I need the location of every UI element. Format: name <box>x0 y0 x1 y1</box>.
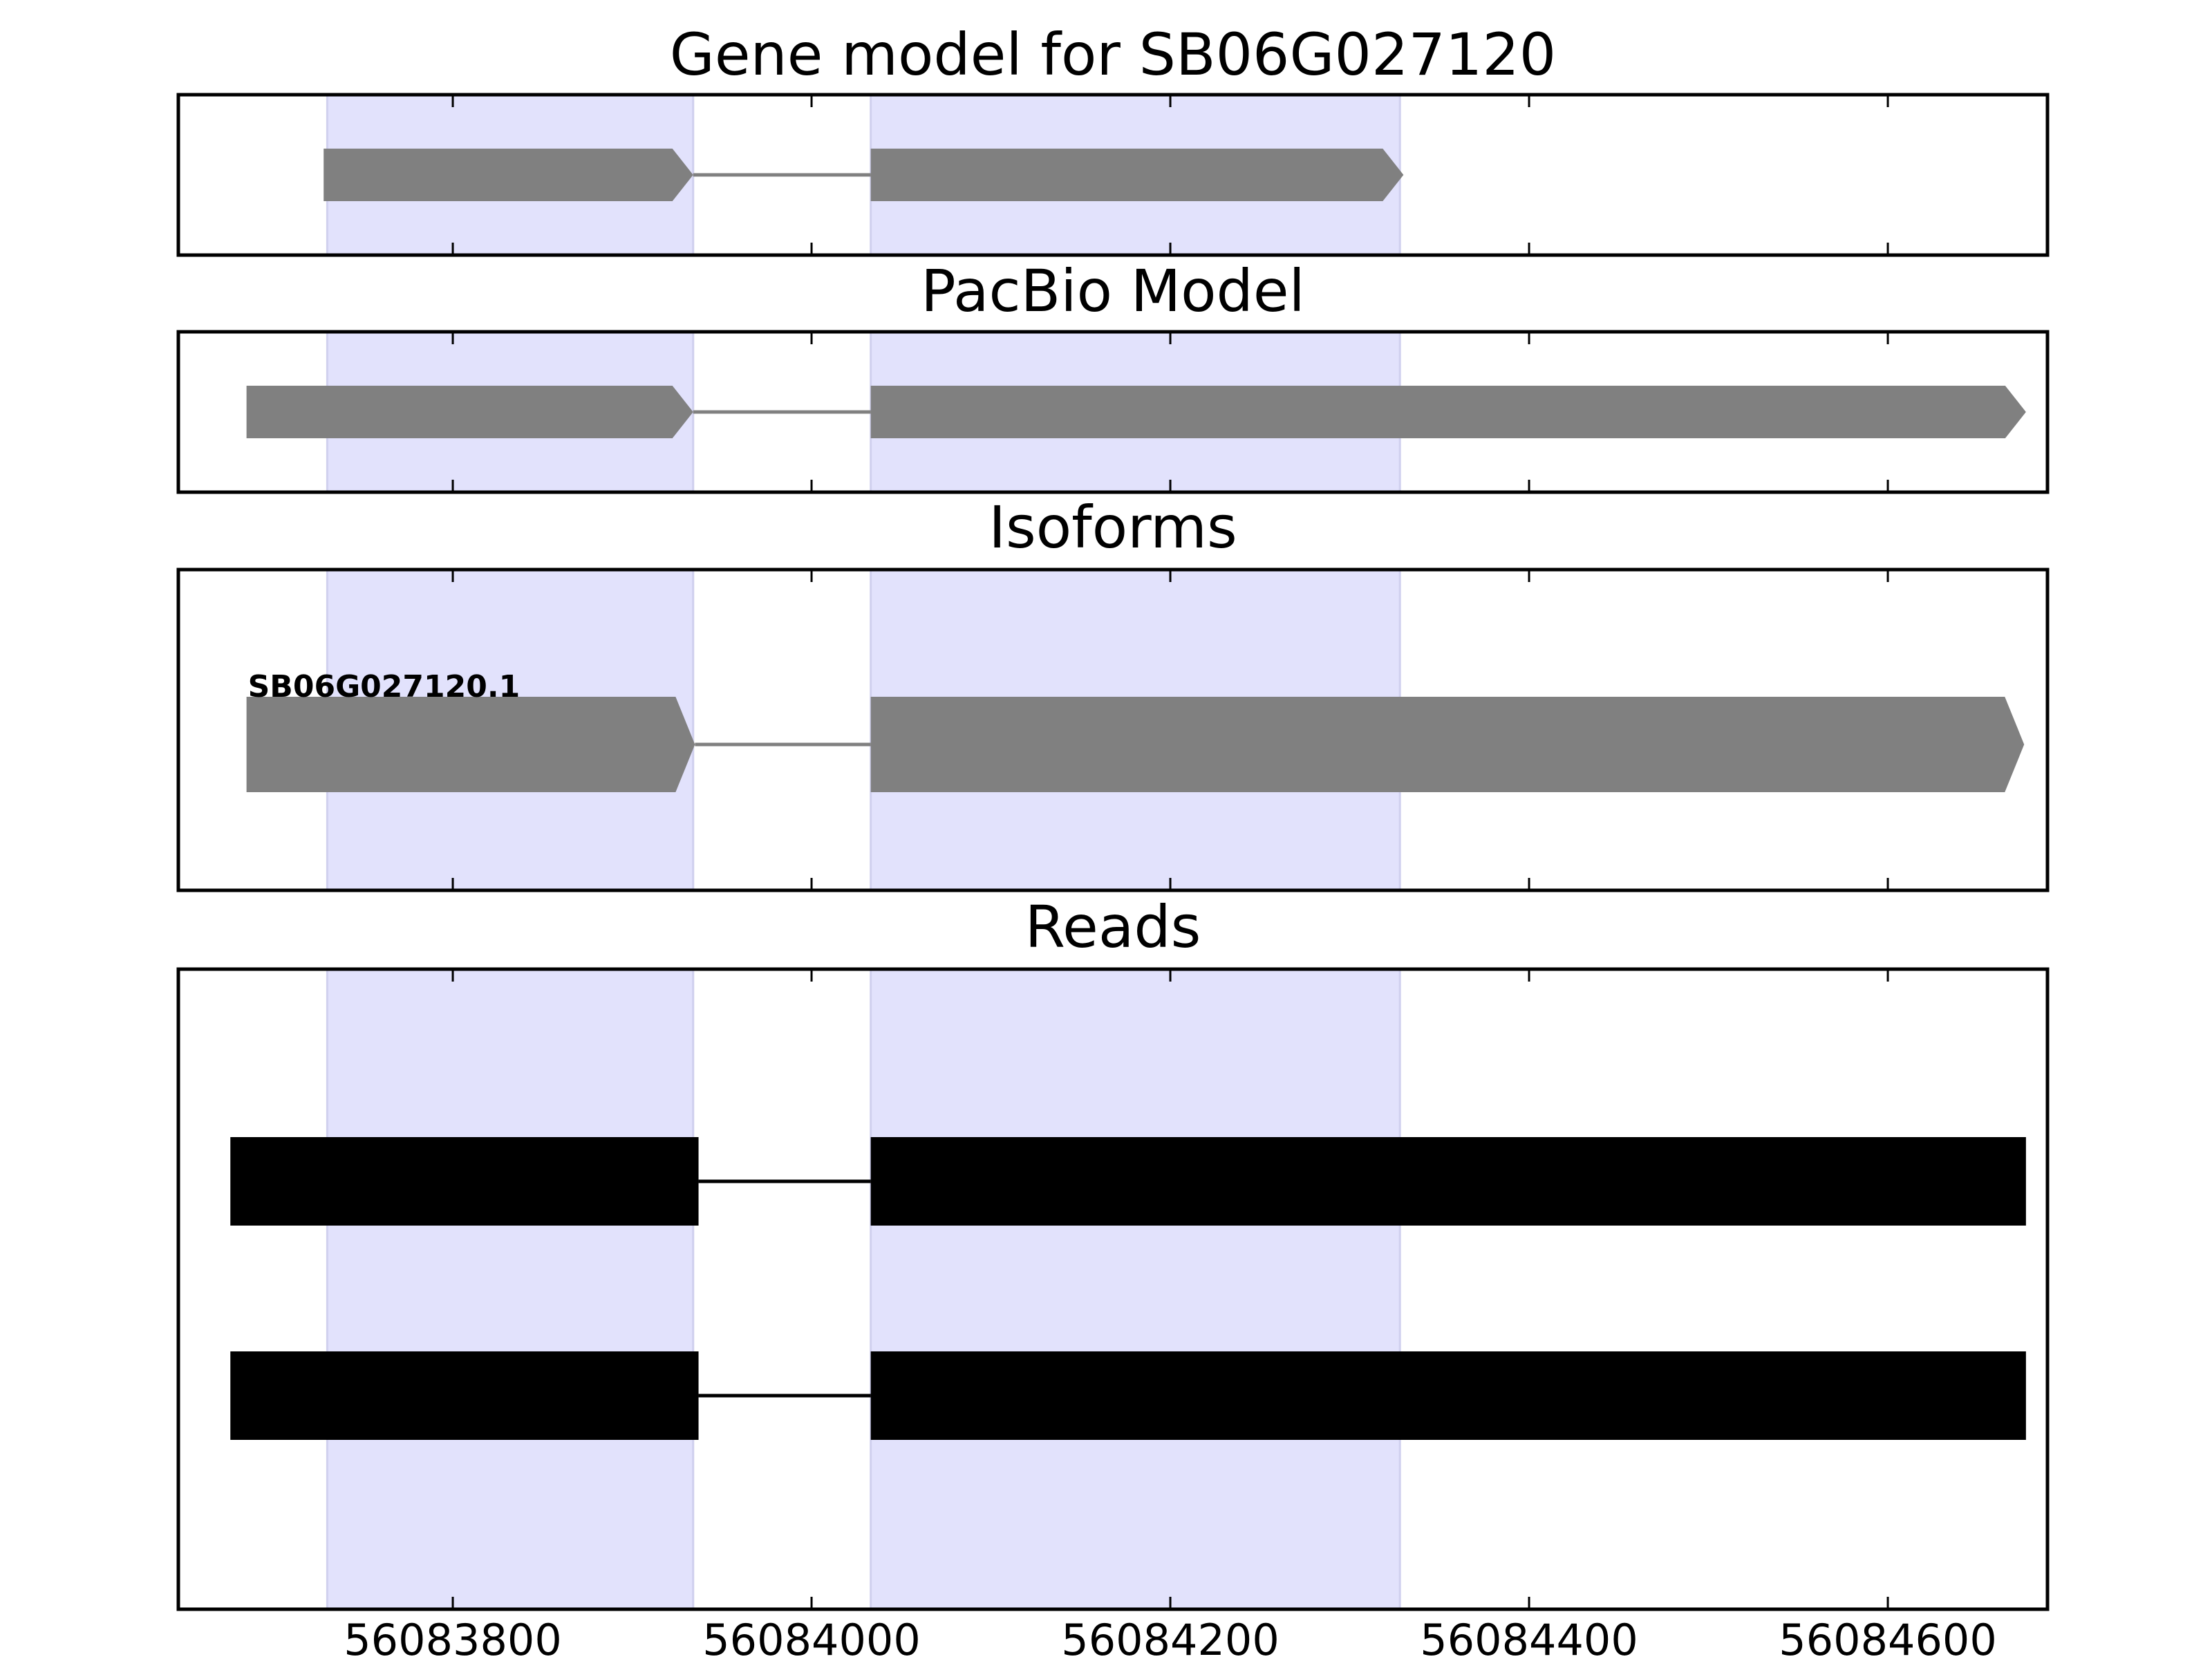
reads-frame <box>176 967 2050 1611</box>
isoform-label: SB06G027120.1 <box>248 669 521 704</box>
x-tick-label: 56084400 <box>1420 1615 1638 1659</box>
pacbio-model-frame <box>176 330 2050 494</box>
gene-model-exon-1 <box>324 149 693 201</box>
reads-title: Reads <box>1025 893 1201 961</box>
gene-model-exon-2 <box>870 149 1404 201</box>
isoforms-title: Isoforms <box>988 494 1237 561</box>
x-tick-label: 56084200 <box>1061 1615 1280 1659</box>
read-2-exon-1 <box>230 1351 699 1440</box>
isoforms-frame <box>176 568 2050 892</box>
highlight-region-2 <box>870 968 1401 1611</box>
gene-model-frame <box>176 93 2050 257</box>
isoforms-exon-2 <box>870 697 2025 792</box>
gene-model-panel: Gene model for SB06G027120 <box>176 21 2050 257</box>
read-2-exon-2 <box>870 1351 2026 1440</box>
highlight-region-1 <box>326 968 695 1611</box>
x-tick-label: 56084000 <box>702 1615 921 1659</box>
x-axis-tick-labels: 56083800 56084000 56084200 56084400 56084600 <box>344 1615 1997 1659</box>
read-1-exon-2 <box>870 1137 2026 1226</box>
reads-panel: Reads <box>176 893 2050 1611</box>
read-1-exon-1 <box>230 1137 699 1226</box>
isoforms-exon-1 <box>246 697 695 792</box>
gene-model-title: Gene model for SB06G027120 <box>670 21 1556 88</box>
isoforms-panel: SB06G027120.1 Isoforms <box>176 494 2050 892</box>
pacbio-model-exon-1 <box>246 386 693 438</box>
x-tick-label: 56083800 <box>344 1615 562 1659</box>
pacbio-model-exon-2 <box>870 386 2026 438</box>
pacbio-model-title: PacBio Model <box>921 257 1305 325</box>
pacbio-model-panel: PacBio Model <box>176 257 2050 494</box>
x-tick-label: 56084600 <box>1779 1615 1997 1659</box>
